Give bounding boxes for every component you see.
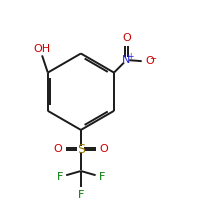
Text: O: O — [145, 56, 154, 66]
Text: S: S — [77, 143, 85, 156]
Text: F: F — [78, 190, 84, 200]
Text: N: N — [122, 55, 131, 65]
Text: F: F — [57, 172, 63, 182]
Text: −: − — [149, 54, 156, 63]
Text: O: O — [100, 144, 108, 154]
Text: OH: OH — [34, 44, 51, 54]
Text: O: O — [122, 33, 131, 43]
Text: F: F — [98, 172, 105, 182]
Text: O: O — [53, 144, 62, 154]
Text: +: + — [127, 52, 134, 61]
